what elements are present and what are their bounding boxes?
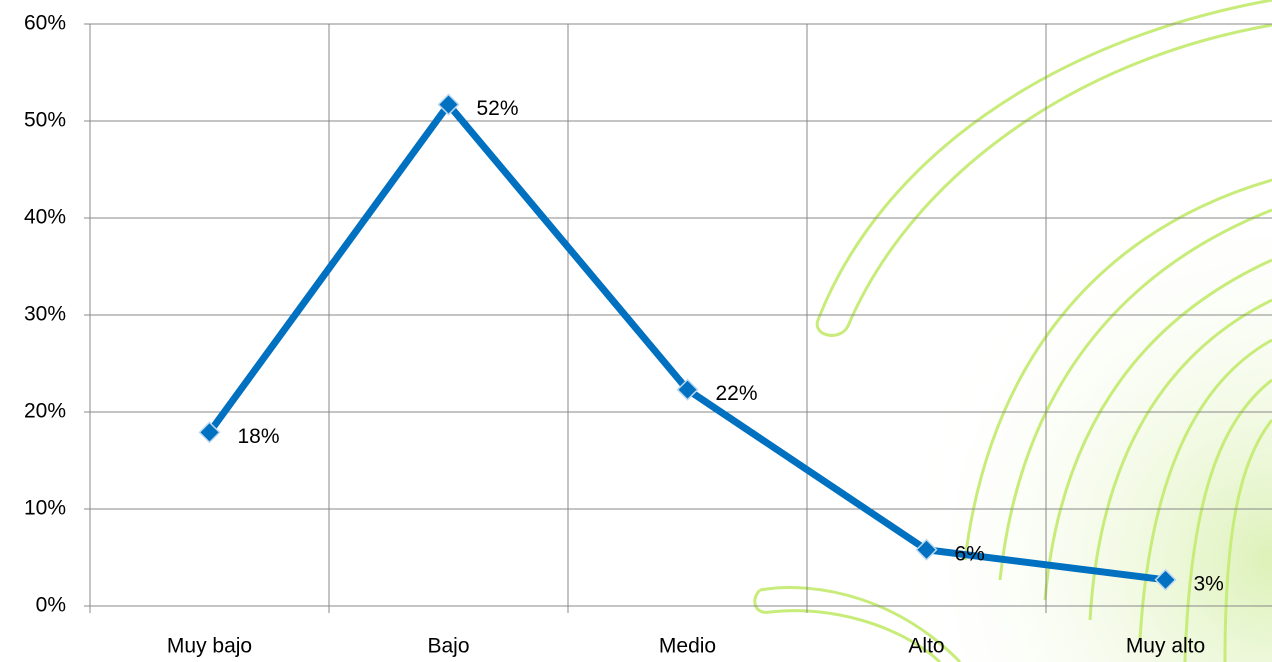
- x-tick-label: Bajo: [427, 635, 469, 658]
- data-point: [915, 538, 938, 561]
- y-tick-label: 0%: [36, 594, 66, 617]
- data-point: [1154, 568, 1177, 591]
- data-point: [437, 93, 460, 116]
- data-label: 6%: [955, 542, 985, 565]
- x-tick-label: Medio: [659, 635, 716, 658]
- y-tick-label: 50%: [24, 109, 66, 132]
- data-label: 52%: [477, 97, 519, 120]
- data-point: [676, 378, 699, 401]
- data-point: [198, 421, 221, 444]
- y-tick-label: 30%: [24, 303, 66, 326]
- data-label: 18%: [238, 425, 280, 448]
- background-decoration: [753, 0, 1272, 662]
- data-label: 22%: [716, 382, 758, 405]
- y-tick-label: 40%: [24, 206, 66, 229]
- x-tick-label: Muy bajo: [167, 635, 252, 658]
- x-tick-label: Muy alto: [1126, 635, 1205, 658]
- x-tick-label: Alto: [908, 635, 944, 658]
- y-tick-label: 20%: [24, 400, 66, 423]
- y-tick-label: 10%: [24, 497, 66, 520]
- data-label: 3%: [1194, 572, 1224, 595]
- y-tick-label: 60%: [24, 12, 66, 35]
